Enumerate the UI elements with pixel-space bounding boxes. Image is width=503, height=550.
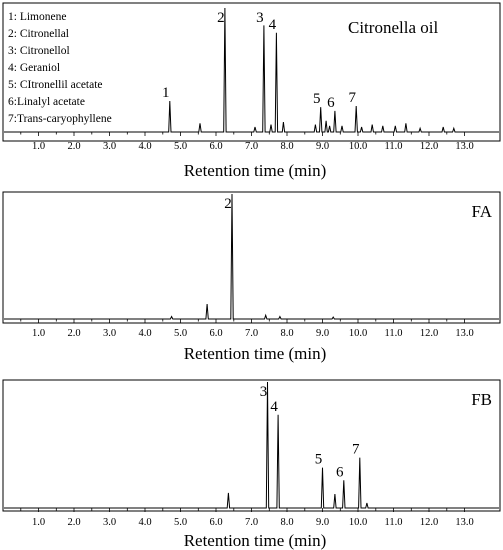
x-tick-label: 8.0 [280, 328, 293, 339]
peak-label: 4 [270, 399, 278, 415]
legend-entry: 7:Trans-caryophyllene [8, 113, 112, 125]
x-axis-label: Retention time (min) [184, 161, 327, 180]
chromatogram-trace [4, 7, 499, 133]
trace: 2 [4, 193, 499, 320]
x-tick-label: 6.0 [209, 328, 222, 339]
x-tick-label: 4.0 [138, 517, 151, 528]
x-tick-label: 12.0 [420, 517, 438, 528]
x-tick-label: 1.0 [32, 517, 45, 528]
peak-label: 2 [224, 196, 232, 212]
x-tick-label: 11.0 [385, 328, 403, 339]
x-tick-label: 5.0 [174, 141, 187, 152]
peak-label: 5 [315, 452, 323, 468]
legend-entry: 4: Geraniol [8, 62, 60, 74]
panel-citronella-oil: 1: Limonene 2: Citronellal 3: Citronello… [2, 2, 501, 180]
plot-frame [2, 2, 501, 142]
x-tick-label: 5.0 [174, 517, 187, 528]
x-tick-label: 12.0 [420, 328, 438, 339]
x-axis: 1.0 2.0 3.0 4.0 5.0 6.0 7.0 8.0 9.0 10.0 11.0 12.0 1… [20, 508, 474, 528]
x-tick-label: 11.0 [385, 141, 403, 152]
peak-label: 6 [327, 95, 335, 111]
x-tick-label: 13.0 [455, 141, 473, 152]
plot-frame [2, 191, 501, 324]
peak-legend: 1: Limonene 2: Citronellal 3: Citronello… [8, 11, 112, 125]
panel-title: FA [472, 202, 493, 221]
trace: 1 2 3 4 5 6 7 [4, 7, 499, 133]
x-axis: 1.0 2.0 3.0 4.0 5.0 6.0 7.0 8.0 9.0 10.0 11.0 12.0 1… [20, 132, 474, 152]
legend-entry: 1: Limonene [8, 11, 66, 23]
x-tick-label: 2.0 [67, 328, 80, 339]
x-tick-label: 7.0 [245, 328, 258, 339]
peak-label: 3 [256, 10, 264, 26]
x-tick-label: 9.0 [316, 517, 329, 528]
x-tick-label: 10.0 [349, 517, 367, 528]
x-tick-label: 7.0 [245, 141, 258, 152]
chromatogram-trace [4, 193, 499, 320]
x-axis-label: Retention time (min) [184, 344, 327, 363]
panel-title: FB [471, 390, 492, 409]
x-tick-label: 5.0 [174, 328, 187, 339]
peak-label: 1 [162, 85, 170, 101]
x-axis: 1.0 2.0 3.0 4.0 5.0 6.0 7.0 8.0 9.0 10.0 11.0 12.0 1… [20, 319, 474, 339]
panel-title: Citronella oil [348, 18, 438, 37]
peak-label: 7 [352, 442, 360, 458]
peak-label: 2 [217, 10, 225, 26]
x-tick-label: 3.0 [103, 517, 116, 528]
x-tick-label: 1.0 [32, 141, 45, 152]
legend-entry: 2: Citronellal [8, 28, 69, 40]
x-tick-label: 13.0 [455, 328, 473, 339]
x-tick-label: 10.0 [349, 141, 367, 152]
peak-label: 7 [348, 90, 356, 106]
x-tick-label: 10.0 [349, 328, 367, 339]
panel-fa: FA 2 1.0 2.0 3.0 4.0 5.0 6.0 7.0 8.0 9.0 10.0 11.0… [2, 191, 501, 363]
x-tick-label: 9.0 [316, 141, 329, 152]
legend-entry: 6:Linalyl acetate [8, 96, 85, 108]
x-tick-label: 1.0 [32, 328, 45, 339]
x-tick-label: 9.0 [316, 328, 329, 339]
peak-label: 3 [260, 384, 268, 400]
x-tick-label: 8.0 [280, 517, 293, 528]
legend-entry: 3: Citronellol [8, 45, 70, 57]
x-tick-label: 6.0 [209, 141, 222, 152]
x-tick-label: 13.0 [455, 517, 473, 528]
x-tick-label: 3.0 [103, 328, 116, 339]
peak-label: 4 [269, 17, 277, 33]
x-tick-label: 3.0 [103, 141, 116, 152]
panel-fb: FB 34 567 1.0 2.0 3.0 4.0 5.0 6.0 7.0 8.0 9.0 10.0… [2, 379, 501, 550]
x-tick-label: 4.0 [138, 328, 151, 339]
trace: 34 567 [4, 381, 499, 509]
x-tick-label: 12.0 [420, 141, 438, 152]
x-tick-label: 2.0 [67, 141, 80, 152]
x-tick-label: 4.0 [138, 141, 151, 152]
x-tick-label: 2.0 [67, 517, 80, 528]
x-tick-label: 11.0 [385, 517, 403, 528]
legend-entry: 5: CItronellil acetate [8, 79, 103, 91]
x-tick-label: 8.0 [280, 141, 293, 152]
peak-label: 6 [336, 464, 344, 480]
chromatogram-trace [4, 381, 499, 509]
peak-label: 5 [313, 91, 321, 107]
x-tick-label: 6.0 [209, 517, 222, 528]
x-tick-label: 7.0 [245, 517, 258, 528]
plot-frame [2, 379, 501, 512]
x-axis-label: Retention time (min) [184, 531, 327, 550]
